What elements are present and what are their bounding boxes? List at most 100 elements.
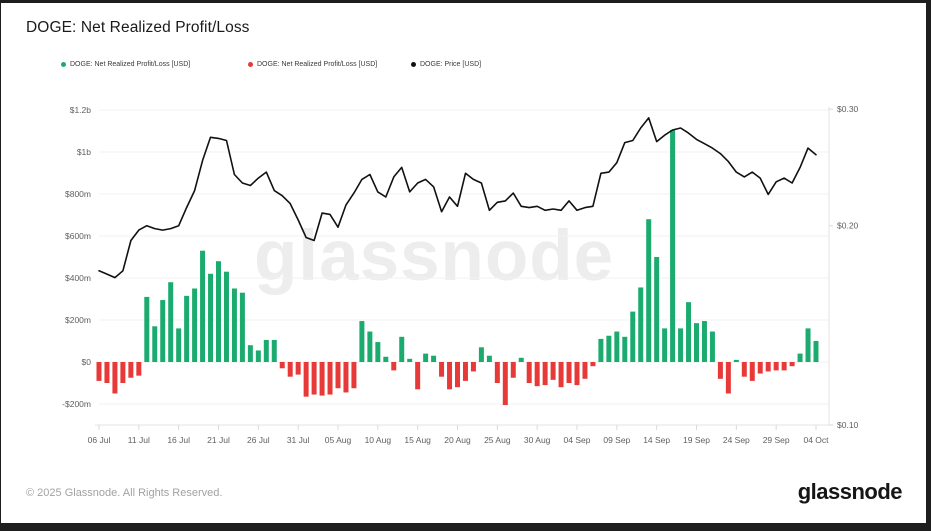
loss-bar[interactable] bbox=[566, 362, 572, 383]
chart-plot-area[interactable]: $1.2b $1b $800m $600m $400m $200m $0 -$200m $0.3… bbox=[1, 3, 926, 473]
loss-bar[interactable] bbox=[470, 362, 476, 372]
loss-bar[interactable] bbox=[789, 362, 795, 367]
profit-bar[interactable] bbox=[646, 219, 652, 362]
profit-bar[interactable] bbox=[231, 288, 237, 363]
loss-bar[interactable] bbox=[319, 362, 325, 396]
profit-bar[interactable] bbox=[598, 338, 604, 362]
loss-bar[interactable] bbox=[295, 362, 301, 375]
profit-bar[interactable] bbox=[606, 335, 612, 362]
profit-bar[interactable] bbox=[423, 353, 429, 362]
loss-bar[interactable] bbox=[287, 362, 293, 377]
loss-bar[interactable] bbox=[311, 362, 317, 395]
profit-bar[interactable] bbox=[263, 339, 269, 362]
loss-bar[interactable] bbox=[502, 362, 508, 406]
legend-item-net-realized-loss[interactable]: DOGE: Net Realized Profit/Loss [USD] bbox=[248, 61, 377, 68]
loss-bar[interactable] bbox=[765, 362, 771, 372]
profit-bar[interactable] bbox=[192, 288, 198, 363]
legend-item-net-realized-profit[interactable]: DOGE: Net Realized Profit/Loss [USD] bbox=[61, 61, 190, 68]
profit-bar[interactable] bbox=[176, 328, 182, 362]
profit-bar[interactable] bbox=[271, 339, 277, 362]
left-axis-tick-label: $200m bbox=[65, 315, 91, 325]
loss-bar[interactable] bbox=[96, 362, 102, 381]
loss-bar[interactable] bbox=[741, 362, 747, 377]
profit-bar[interactable] bbox=[216, 261, 221, 362]
loss-bar[interactable] bbox=[582, 362, 588, 379]
profit-bar[interactable] bbox=[709, 331, 715, 362]
loss-bar[interactable] bbox=[303, 362, 309, 397]
loss-bar[interactable] bbox=[550, 362, 556, 380]
loss-bar[interactable] bbox=[415, 362, 421, 390]
profit-bar[interactable] bbox=[239, 292, 245, 362]
loss-bar[interactable] bbox=[781, 362, 787, 371]
profit-bar[interactable] bbox=[813, 341, 819, 362]
loss-bar[interactable] bbox=[462, 362, 468, 381]
x-axis-tick-label: 04 Sep bbox=[564, 435, 591, 445]
loss-bar[interactable] bbox=[351, 362, 357, 389]
loss-bar[interactable] bbox=[510, 362, 516, 378]
profit-bar[interactable] bbox=[662, 328, 668, 362]
profit-bar[interactable] bbox=[805, 328, 811, 362]
profit-bar[interactable] bbox=[518, 357, 524, 362]
profit-bar[interactable] bbox=[407, 358, 413, 362]
loss-bar[interactable] bbox=[534, 362, 540, 387]
loss-bar[interactable] bbox=[574, 362, 580, 386]
profit-bar[interactable] bbox=[638, 287, 644, 362]
profit-bar[interactable] bbox=[359, 321, 365, 362]
loss-bar[interactable] bbox=[447, 362, 453, 390]
profit-bar[interactable] bbox=[686, 302, 692, 362]
loss-bar[interactable] bbox=[717, 362, 723, 379]
profit-bar[interactable] bbox=[399, 336, 405, 362]
loss-bar[interactable] bbox=[279, 362, 285, 369]
profit-bar[interactable] bbox=[486, 355, 492, 362]
profit-bar[interactable] bbox=[614, 331, 620, 362]
profit-bar[interactable] bbox=[622, 336, 628, 362]
loss-bar[interactable] bbox=[439, 362, 445, 377]
loss-bar[interactable] bbox=[343, 362, 349, 393]
loss-bar[interactable] bbox=[335, 362, 341, 389]
loss-bar[interactable] bbox=[128, 362, 134, 378]
profit-bar[interactable] bbox=[184, 295, 190, 362]
loss-bar[interactable] bbox=[104, 362, 110, 383]
profit-bar[interactable] bbox=[478, 347, 484, 362]
legend-item-price[interactable]: DOGE: Price [USD] bbox=[411, 61, 481, 68]
profit-bar[interactable] bbox=[168, 282, 174, 362]
loss-bar[interactable] bbox=[120, 362, 126, 383]
profit-bar[interactable] bbox=[678, 328, 684, 362]
profit-bar[interactable] bbox=[208, 273, 214, 362]
profit-bar[interactable] bbox=[701, 321, 707, 362]
profit-bar[interactable] bbox=[152, 326, 158, 362]
profit-bar[interactable] bbox=[247, 345, 253, 362]
chart-legend: DOGE: Net Realized Profit/Loss [USD] DOG… bbox=[1, 61, 926, 75]
profit-bar[interactable] bbox=[797, 353, 803, 362]
price-line[interactable] bbox=[98, 117, 817, 279]
profit-bar[interactable] bbox=[200, 250, 206, 362]
profit-bar[interactable] bbox=[367, 331, 373, 362]
loss-bar[interactable] bbox=[494, 362, 500, 383]
profit-bar[interactable] bbox=[255, 350, 261, 362]
profit-bar[interactable] bbox=[383, 356, 389, 362]
profit-bar[interactable] bbox=[144, 296, 150, 362]
loss-bar[interactable] bbox=[558, 362, 564, 388]
profit-bar[interactable] bbox=[375, 342, 381, 362]
loss-bar[interactable] bbox=[455, 362, 460, 388]
profit-bar[interactable] bbox=[160, 300, 166, 362]
profit-bar[interactable] bbox=[223, 271, 229, 362]
black-dot-icon bbox=[411, 62, 416, 67]
loss-bar[interactable] bbox=[542, 362, 548, 386]
loss-bar[interactable] bbox=[749, 362, 755, 381]
profit-bar[interactable] bbox=[694, 323, 699, 362]
profit-bar[interactable] bbox=[654, 257, 660, 362]
loss-bar[interactable] bbox=[112, 362, 118, 394]
loss-bar[interactable] bbox=[725, 362, 731, 394]
loss-bar[interactable] bbox=[327, 362, 333, 395]
profit-bar[interactable] bbox=[670, 129, 676, 362]
loss-bar[interactable] bbox=[526, 362, 532, 383]
profit-bar[interactable] bbox=[431, 355, 437, 362]
profit-bar[interactable] bbox=[733, 359, 739, 362]
profit-bar[interactable] bbox=[630, 311, 636, 362]
loss-bar[interactable] bbox=[136, 362, 142, 376]
loss-bar[interactable] bbox=[773, 362, 779, 371]
loss-bar[interactable] bbox=[391, 362, 397, 371]
loss-bar[interactable] bbox=[757, 362, 763, 374]
loss-bar[interactable] bbox=[590, 362, 596, 367]
